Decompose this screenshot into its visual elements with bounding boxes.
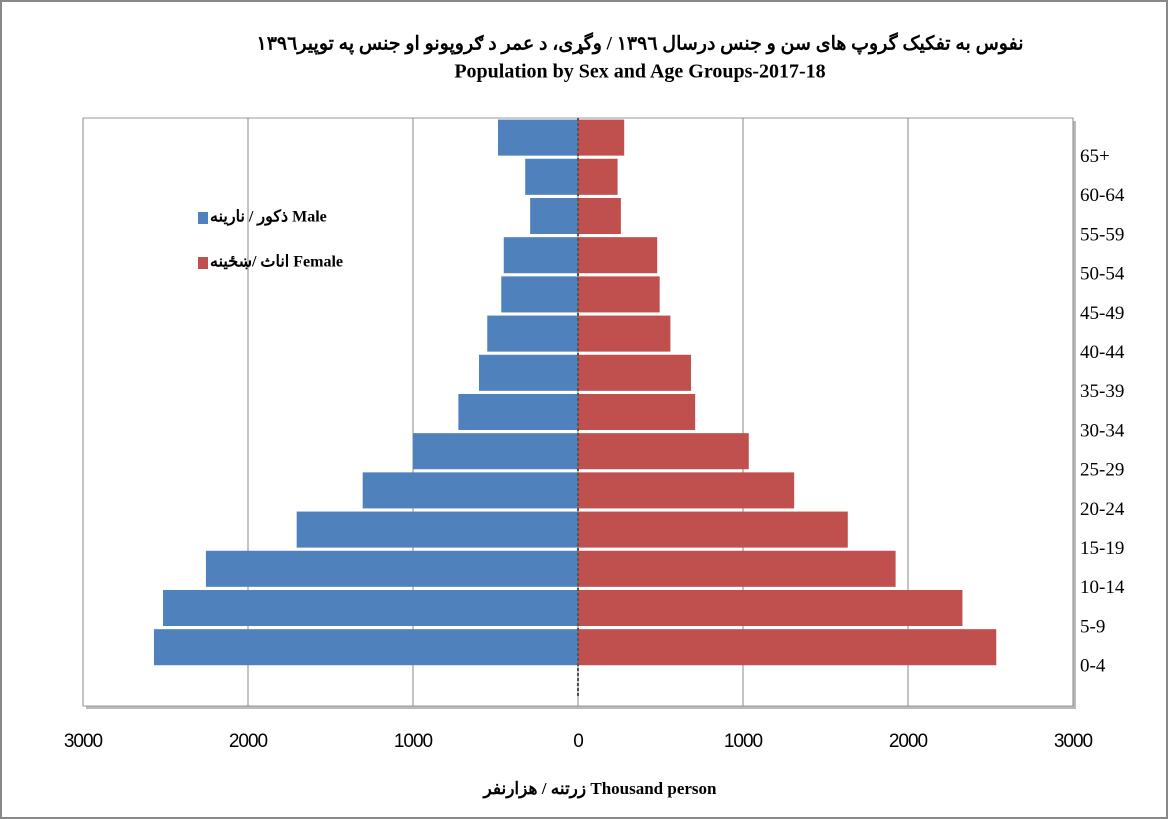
chart-subtitle: Population by Sex and Age Groups-2017-18: [454, 61, 825, 83]
bar: [296, 511, 578, 548]
bar: [578, 237, 658, 274]
bar: [501, 276, 578, 313]
bar: [578, 511, 848, 548]
y-tick-label: 50-54: [1080, 264, 1125, 285]
bar: [362, 472, 578, 509]
x-tick-label: 2000: [229, 731, 268, 752]
y-tick-label: 65+: [1080, 146, 1110, 167]
bar: [578, 393, 696, 431]
bar: [163, 589, 578, 627]
x-tick-label: 1000: [724, 731, 763, 752]
bar: [578, 550, 896, 587]
bar: [205, 550, 579, 587]
x-tick-label: 1000: [394, 731, 433, 752]
x-axis-label: زرتنه / هزارنفر Thousand person: [482, 779, 718, 799]
legend-swatch: [198, 257, 208, 269]
bar: [578, 276, 660, 313]
y-tick-label: 40-44: [1080, 342, 1125, 363]
y-tick-label: 55-59: [1080, 224, 1124, 245]
x-tick-label: 3000: [1054, 731, 1093, 752]
legend-swatch: [198, 212, 208, 224]
bar: [530, 197, 578, 235]
bar: [479, 354, 578, 391]
y-tick-label: 30-34: [1080, 420, 1125, 441]
bar: [503, 237, 578, 274]
y-tick-label: 5-9: [1080, 616, 1105, 637]
y-tick-label: 0-4: [1080, 656, 1106, 677]
y-tick-label: 45-49: [1080, 303, 1124, 324]
y-tick-label: 10-14: [1080, 577, 1125, 598]
bar: [578, 433, 749, 470]
y-tick-label: 35-39: [1080, 381, 1124, 402]
bar: [578, 354, 692, 391]
x-tick-label: 0: [573, 731, 583, 752]
bar: [413, 433, 578, 470]
bar: [458, 393, 578, 431]
y-tick-label: 20-24: [1080, 499, 1125, 520]
legend-label: اناث /ښځینه Female: [210, 254, 343, 271]
y-tick-label: 25-29: [1080, 460, 1124, 481]
bar: [578, 119, 625, 156]
legend-label: ذکور / نارینه Male: [210, 209, 327, 227]
chart-title: نفوس به تفکیک گروپ های سن و جنس درسال ۱۳…: [257, 31, 1024, 55]
bar: [578, 472, 795, 509]
y-tick-label: 60-64: [1080, 185, 1125, 206]
bar: [525, 158, 578, 195]
bar: [497, 119, 578, 156]
bar: [578, 158, 618, 195]
bar: [578, 315, 671, 352]
bar: [578, 197, 621, 235]
bar: [578, 589, 963, 627]
bar: [578, 629, 997, 666]
x-tick-label: 2000: [889, 731, 928, 752]
y-tick-label: 15-19: [1080, 538, 1124, 559]
bar: [153, 629, 578, 666]
bar: [487, 315, 578, 352]
x-tick-label: 3000: [64, 731, 103, 752]
